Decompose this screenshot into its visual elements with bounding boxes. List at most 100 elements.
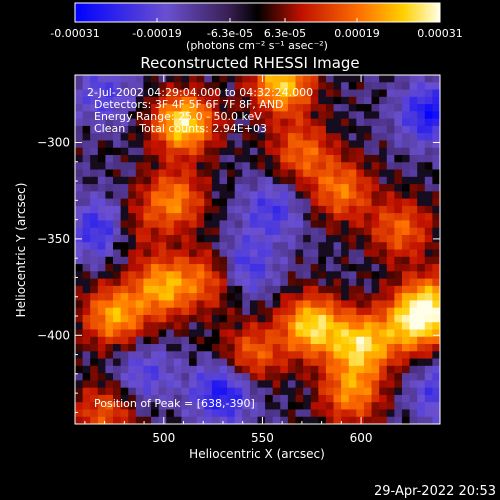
heatmap-cell [128,227,137,236]
heatmap-cell [75,205,83,214]
heatmap-cell [120,285,129,294]
heatmap-cell [75,293,83,301]
heatmap-cell [318,387,327,396]
heatmap-cell [379,285,388,294]
heatmap-cell [356,300,365,309]
heatmap-cell [113,140,122,149]
heatmap-cell [113,118,122,127]
heatmap-cell [249,278,258,287]
heatmap-cell [97,234,106,243]
heatmap-cell [333,111,342,120]
heatmap-cell [219,271,228,279]
heatmap-cell [211,133,220,141]
heatmap-cell [181,293,190,301]
heatmap-cell [242,82,251,90]
heatmap-cell [181,380,190,389]
heatmap-cell [113,96,122,105]
heatmap-cell [303,104,312,112]
heatmap-cell [272,249,281,258]
heatmap-cell [265,278,274,287]
heatmap-cell [287,293,296,301]
heatmap-cell [318,147,327,156]
heatmap-cell [135,300,144,309]
heatmap-cell [227,191,236,199]
heatmap-cell [356,278,365,287]
heatmap-cell [128,329,137,338]
heatmap-cell [333,416,342,425]
heatmap-cell [90,373,99,381]
heatmap-cell [295,125,304,134]
heatmap-cell [272,184,281,192]
heatmap-cell [333,169,342,178]
heatmap-cell [90,111,99,120]
heatmap-cell [265,242,274,250]
heatmap-cell [272,329,281,338]
heatmap-cell [249,140,258,149]
heatmap-cell [379,293,388,301]
heatmap-cell [371,213,380,221]
heatmap-cell [303,147,312,156]
heatmap-cell [227,387,236,396]
heatmap-cell [325,147,334,156]
heatmap-cell [325,314,334,323]
heatmap-cell [135,242,144,250]
heatmap-cell [386,176,395,185]
heatmap-cell [143,387,152,396]
heatmap-cell [189,89,198,98]
heatmap-cell [166,220,175,229]
heatmap-cell [318,264,327,272]
heatmap-cell [196,249,205,258]
heatmap-cell [90,271,99,279]
heatmap-cell [113,278,122,287]
heatmap-cell [417,329,426,338]
heatmap-cell [303,111,312,120]
heatmap-cell [97,409,106,418]
heatmap-cell [386,322,395,330]
heatmap-cell [295,300,304,309]
heatmap-cell [82,416,91,425]
heatmap-cell [234,82,243,90]
heatmap-cell [310,140,319,149]
heatmap-cell [158,191,167,199]
heatmap-cell [424,118,433,127]
heatmap-cell [386,293,395,301]
heatmap-cell [310,365,319,374]
heatmap-cell [280,96,289,105]
heatmap-cell [90,205,99,214]
heatmap-cell [234,75,243,83]
heatmap-cell [318,191,327,199]
heatmap-cell [341,344,350,352]
heatmap-cell [211,409,220,418]
heatmap-cell [181,118,190,127]
heatmap-cell [379,198,388,207]
heatmap-cell [166,154,175,163]
heatmap-cell [394,358,403,367]
heatmap-cell [356,162,365,170]
heatmap-cell [386,118,395,127]
heatmap-cell [287,75,296,83]
heatmap-cell [227,125,236,134]
heatmap-cell [417,314,426,323]
heatmap-cell [227,314,236,323]
heatmap-cell [211,169,220,178]
heatmap-cell [325,402,334,410]
heatmap-cell [249,344,258,352]
heatmap-cell [295,271,304,279]
heatmap-cell [75,118,83,127]
heatmap-cell [75,373,83,381]
heatmap-cell [120,234,129,243]
heatmap-cell [143,394,152,403]
heatmap-cell [417,300,426,309]
heatmap-cell [204,373,213,381]
heatmap-cell [204,191,213,199]
heatmap-cell [120,336,129,345]
heatmap-cell [257,234,266,243]
heatmap-cell [135,89,144,98]
heatmap-cell [318,125,327,134]
heatmap-cell [401,264,410,272]
heatmap-cell [287,351,296,359]
heatmap-cell [295,293,304,301]
colorbar-tick-label: -6.3e-05 [207,27,253,40]
heatmap-cell [166,365,175,374]
heatmap-cell [265,358,274,367]
